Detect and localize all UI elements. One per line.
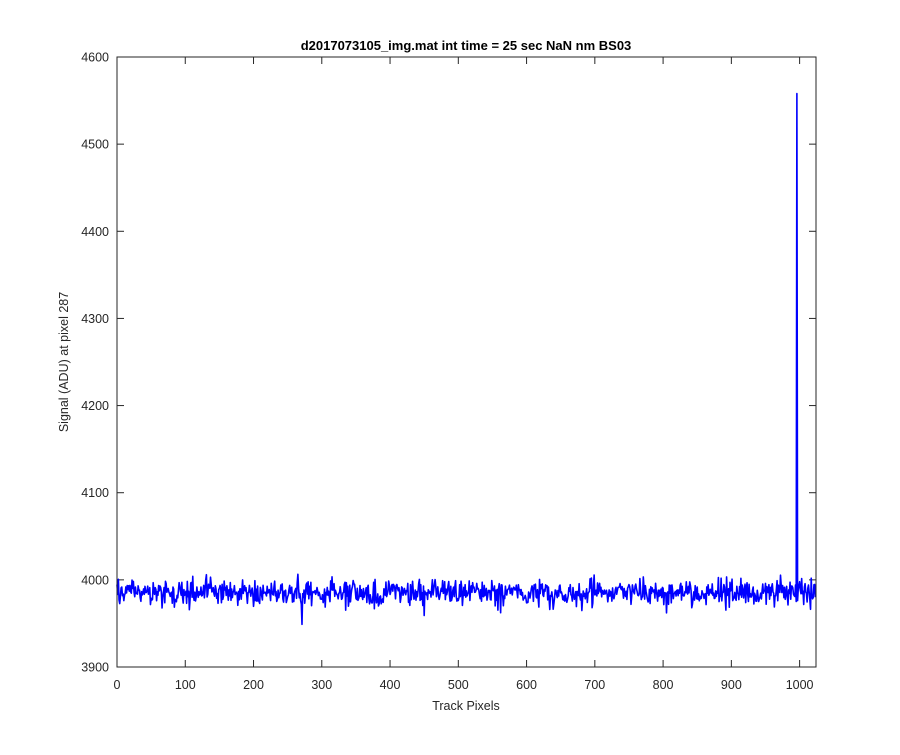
x-tick-label: 100 bbox=[175, 678, 196, 692]
x-axis-label: Track Pixels bbox=[432, 699, 500, 713]
chart-title: d2017073105_img.mat int time = 25 sec Na… bbox=[301, 38, 632, 53]
y-axis-label: Signal (ADU) at pixel 287 bbox=[57, 292, 71, 432]
x-tick-label: 400 bbox=[380, 678, 401, 692]
x-tick-label: 900 bbox=[721, 678, 742, 692]
x-tick-label: 700 bbox=[584, 678, 605, 692]
x-tick-label: 1000 bbox=[786, 678, 814, 692]
x-tick-label: 200 bbox=[243, 678, 264, 692]
y-tick-label: 4400 bbox=[81, 225, 109, 239]
axis-ticks: 0 100 200 300 400 500 600 700 800 900 1000 3900 4000… bbox=[81, 51, 816, 692]
y-tick-label: 3900 bbox=[81, 661, 109, 675]
y-tick-label: 4000 bbox=[81, 573, 109, 587]
y-tick-label: 4600 bbox=[81, 51, 109, 65]
x-tick-label: 600 bbox=[516, 678, 537, 692]
x-tick-label: 500 bbox=[448, 678, 469, 692]
data-series bbox=[116, 92, 817, 626]
x-tick-label: 800 bbox=[653, 678, 674, 692]
y-tick-label: 4500 bbox=[81, 138, 109, 152]
axes-box bbox=[116, 56, 817, 668]
signal-line bbox=[116, 92, 817, 626]
y-tick-label: 4100 bbox=[81, 486, 109, 500]
y-tick-label: 4300 bbox=[81, 312, 109, 326]
x-tick-label: 300 bbox=[311, 678, 332, 692]
x-tick-label: 0 bbox=[114, 678, 121, 692]
y-tick-label: 4200 bbox=[81, 399, 109, 413]
